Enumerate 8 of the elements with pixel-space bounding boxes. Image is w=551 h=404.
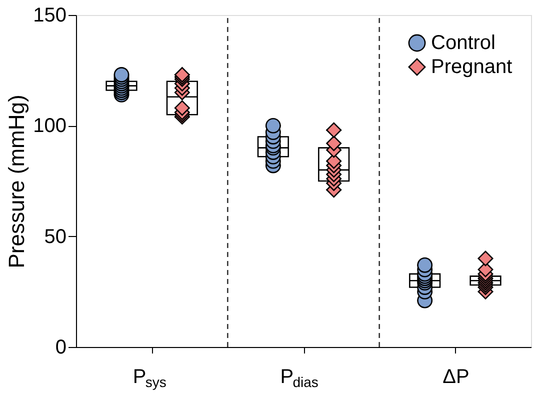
y-tick-label: 50 <box>44 226 66 248</box>
y-tick-label: 100 <box>33 115 66 138</box>
legend-label: Pregnant <box>431 56 513 78</box>
legend-label: Control <box>431 32 496 54</box>
y-axis-title: Pressure (mmHg) <box>4 94 30 268</box>
y-tick-label: 0 <box>55 336 66 358</box>
y-tick-label: 150 <box>33 4 66 26</box>
x-tick-label: ΔP <box>442 366 470 388</box>
